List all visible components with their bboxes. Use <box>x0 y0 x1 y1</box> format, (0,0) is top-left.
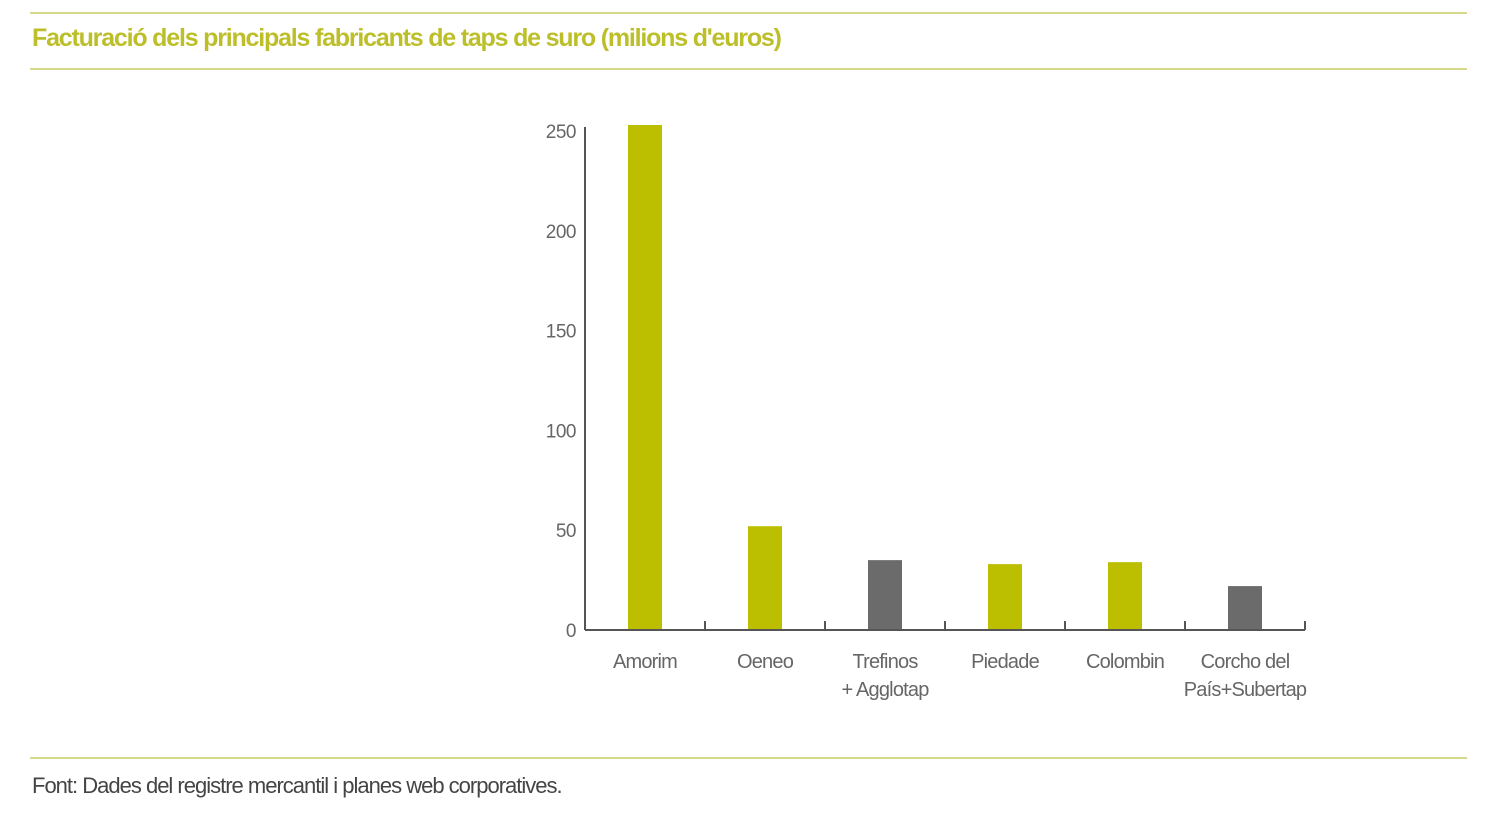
title-rule <box>30 68 1467 70</box>
bar <box>1108 562 1142 630</box>
x-category-label: Colombin <box>1086 651 1164 673</box>
chart-title: Facturació dels principals fabricants de… <box>32 24 782 52</box>
y-tick-label: 0 <box>566 621 576 642</box>
x-axis-labels: Amorim Oeneo Trefinos + Agglotap Piedade Colo… <box>613 651 1308 701</box>
x-category-label: Oeneo <box>737 651 794 673</box>
bar <box>1228 586 1262 630</box>
x-category-label: Trefinos + Agglotap <box>841 651 929 701</box>
x-category-label: Amorim <box>613 651 677 673</box>
y-tick-label: 250 <box>546 122 576 143</box>
bars-group <box>628 125 1262 630</box>
bar <box>868 560 902 630</box>
y-tick-label: 100 <box>546 421 576 442</box>
x-category-label: Corcho del País+Subertap <box>1184 651 1307 701</box>
bar <box>988 564 1022 630</box>
y-tick-label: 150 <box>546 322 576 343</box>
y-tick-label: 50 <box>556 521 576 542</box>
y-axis-ticks: 0 50 100 150 200 250 <box>546 122 577 642</box>
axes <box>584 127 1306 631</box>
bar <box>628 125 662 630</box>
top-rule <box>30 12 1467 14</box>
source-note: Font: Dades del registre mercantil i pla… <box>32 773 563 798</box>
bar <box>748 526 782 630</box>
x-category-label: Piedade <box>971 651 1039 673</box>
bottom-rule <box>30 757 1467 759</box>
y-tick-label: 200 <box>546 222 576 243</box>
